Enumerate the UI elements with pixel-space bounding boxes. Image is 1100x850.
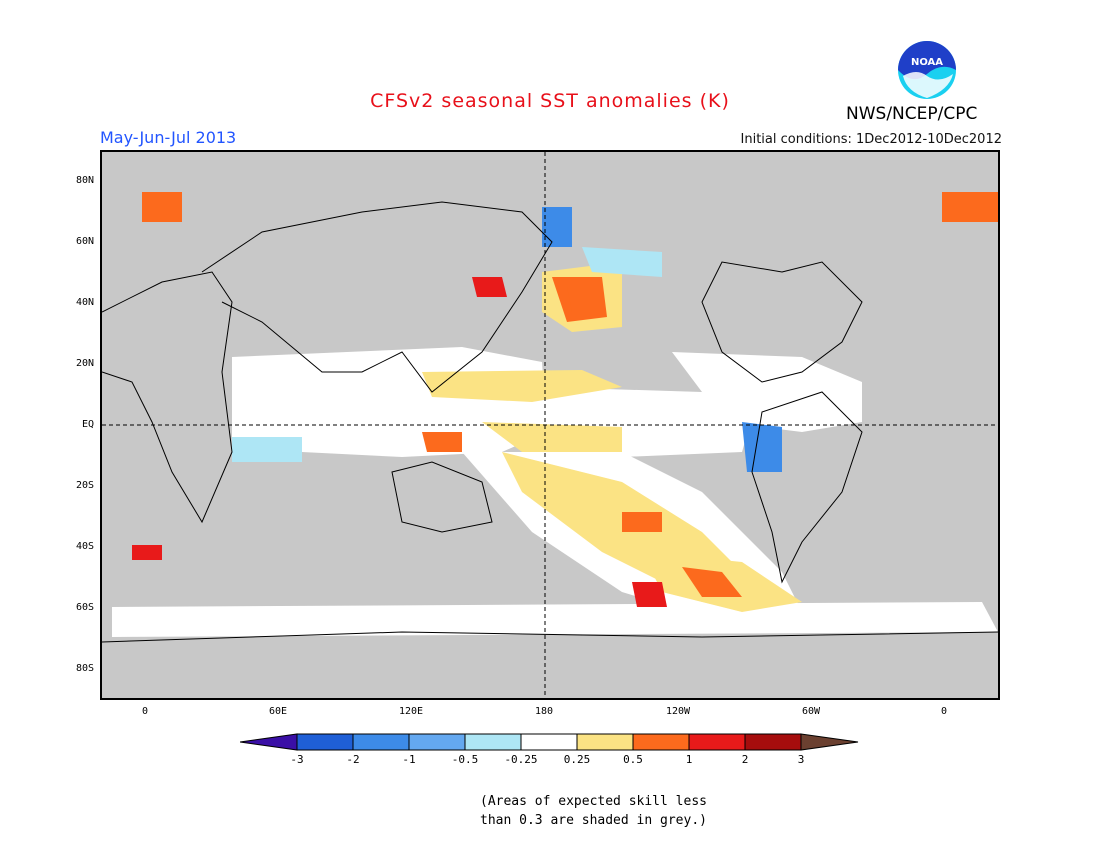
legend-arrow-low: [240, 733, 298, 751]
legend-tick-label: 0.25: [563, 753, 591, 766]
legend-tick-label: -1: [402, 753, 416, 766]
map-title: CFSv2 seasonal SST anomalies (K): [370, 90, 730, 112]
lat-label-20n: 20N: [75, 358, 94, 369]
color-legend: [240, 733, 859, 751]
legend-tick-label: -3: [290, 753, 304, 766]
lon-label-60w: 60W: [801, 706, 821, 717]
legend-swatch: [688, 733, 746, 751]
noaa-logo: NOAA: [898, 41, 956, 99]
lon-label-0-west: 0: [141, 706, 149, 717]
lat-label-40s: 40S: [75, 541, 94, 552]
legend-tick-label: 0.5: [623, 753, 643, 766]
lat-label-80s: 80S: [75, 663, 94, 674]
legend-arrow-high: [800, 733, 859, 751]
anomaly-fields: [112, 192, 998, 637]
legend-swatch: [464, 733, 522, 751]
lat-label-80n: 80N: [75, 175, 94, 186]
season-label: May-Jun-Jul 2013: [100, 128, 237, 147]
noaa-logo-text: NOAA: [911, 57, 943, 68]
legend-swatch: [520, 733, 578, 751]
skill-note-line1: (Areas of expected skill less: [480, 794, 707, 809]
lat-label-60s: 60S: [75, 602, 94, 613]
lat-label-20s: 20S: [75, 480, 94, 491]
legend-tick-label: 3: [797, 753, 805, 766]
legend-tick-label: -2: [346, 753, 360, 766]
legend-swatch: [408, 733, 466, 751]
lon-label-120e: 120E: [398, 706, 424, 717]
legend-tick-label: -0.5: [451, 753, 479, 766]
legend-tick-label: 1: [685, 753, 693, 766]
lon-label-120w: 120W: [665, 706, 691, 717]
skill-note: (Areas of expected skill less than 0.3 a…: [480, 792, 707, 830]
legend-tick-label: -0.25: [504, 753, 538, 766]
lon-label-0-east: 0: [940, 706, 948, 717]
lon-label-180: 180: [534, 706, 554, 717]
initial-conditions-label: Initial conditions: 1Dec2012-10Dec2012: [740, 132, 1002, 147]
lat-label-40n: 40N: [75, 297, 94, 308]
lon-label-60e: 60E: [268, 706, 288, 717]
lat-label-eq: EQ: [81, 419, 94, 430]
legend-swatch: [296, 733, 354, 751]
coastlines: [101, 201, 999, 643]
agency-label: NWS/NCEP/CPC: [846, 104, 978, 124]
lat-label-60n: 60N: [75, 236, 94, 247]
skill-note-line2: than 0.3 are shaded in grey.): [480, 813, 707, 828]
legend-swatch: [576, 733, 634, 751]
map-canvas: [101, 152, 999, 698]
sst-anomaly-map: [100, 150, 1000, 700]
legend-swatch: [632, 733, 690, 751]
legend-swatch: [744, 733, 802, 751]
legend-swatch: [352, 733, 410, 751]
legend-tick-label: 2: [741, 753, 749, 766]
